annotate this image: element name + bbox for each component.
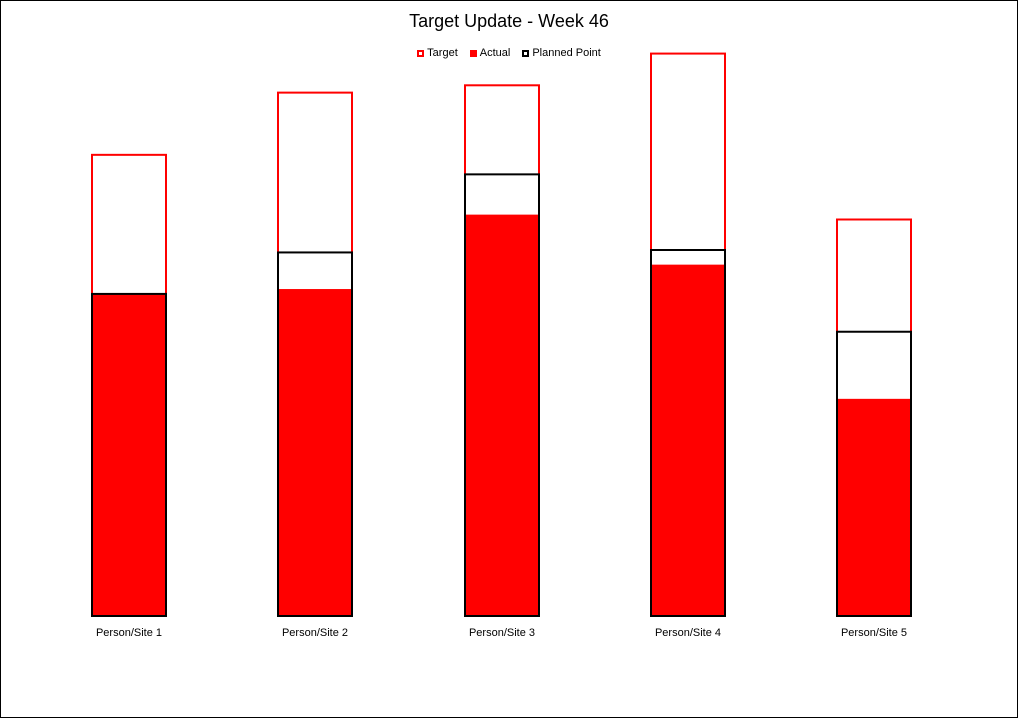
- category-label: Person/Site 4: [655, 627, 721, 639]
- actual-bar: [278, 289, 352, 616]
- legend-swatch-planned: [522, 49, 530, 57]
- legend-item-target: Target: [417, 47, 458, 59]
- category-label: Person/Site 2: [282, 627, 348, 639]
- legend-label-actual: Actual: [479, 47, 511, 59]
- planned-bar: [836, 330, 912, 617]
- legend-item-planned: Planned Point: [522, 47, 601, 59]
- actual-bar: [837, 398, 911, 616]
- legend-item-actual: Actual: [469, 47, 511, 59]
- actual-bar: [92, 293, 166, 616]
- planned-bar: [650, 249, 726, 617]
- actual-bar: [465, 214, 539, 616]
- legend-swatch-actual: [469, 49, 477, 57]
- legend-swatch-target: [417, 49, 425, 57]
- actual-bar: [651, 264, 725, 616]
- category-label: Person/Site 3: [469, 627, 535, 639]
- legend: Target Actual Planned Point: [1, 47, 1017, 59]
- legend-label-target: Target: [427, 47, 458, 59]
- category-label: Person/Site 1: [96, 627, 162, 639]
- planned-bar: [91, 292, 167, 617]
- planned-bar: [277, 251, 353, 617]
- category-label: Person/Site 5: [841, 627, 907, 639]
- planned-bar: [464, 173, 540, 618]
- legend-label-planned: Planned Point: [532, 47, 601, 59]
- chart-title: Target Update - Week 46: [409, 11, 609, 31]
